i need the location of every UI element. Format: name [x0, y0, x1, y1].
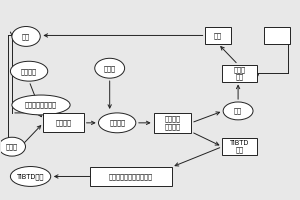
Ellipse shape — [12, 95, 70, 115]
Text: 陰离子表面活性剂: 陰离子表面活性剂 — [25, 102, 57, 108]
Text: 多效蒸
发器: 多效蒸 发器 — [234, 66, 246, 80]
Text: 乙醇: 乙醇 — [214, 32, 222, 39]
Text: 双氧水: 双氧水 — [104, 65, 116, 72]
FancyBboxPatch shape — [89, 167, 172, 186]
FancyBboxPatch shape — [43, 113, 84, 132]
Text: TiBTD
溶液: TiBTD 溶液 — [230, 140, 249, 153]
Text: TiBTD成品: TiBTD成品 — [17, 173, 44, 180]
FancyBboxPatch shape — [222, 138, 257, 155]
Ellipse shape — [0, 137, 26, 156]
FancyBboxPatch shape — [206, 27, 231, 44]
Ellipse shape — [223, 102, 253, 120]
Text: 母液: 母液 — [234, 108, 242, 114]
Ellipse shape — [11, 167, 51, 186]
Text: 耦合反应: 耦合反应 — [56, 120, 71, 126]
Ellipse shape — [12, 27, 40, 46]
Text: 过滤、洗
漤、崴干: 过滤、洗 漤、崴干 — [164, 116, 180, 130]
Text: 乙醇: 乙醇 — [22, 33, 30, 40]
Text: 烘干、勁碎、过筛、包装: 烘干、勁碎、过筛、包装 — [109, 173, 153, 180]
FancyBboxPatch shape — [154, 113, 191, 133]
Ellipse shape — [95, 58, 124, 78]
Ellipse shape — [98, 113, 136, 133]
Ellipse shape — [11, 61, 48, 81]
Text: 硫化碳: 硫化碳 — [6, 143, 18, 150]
Text: 氧化反应: 氧化反应 — [109, 120, 125, 126]
FancyBboxPatch shape — [222, 65, 257, 82]
Text: 一异丁胺: 一异丁胺 — [21, 68, 37, 75]
FancyBboxPatch shape — [264, 27, 290, 44]
